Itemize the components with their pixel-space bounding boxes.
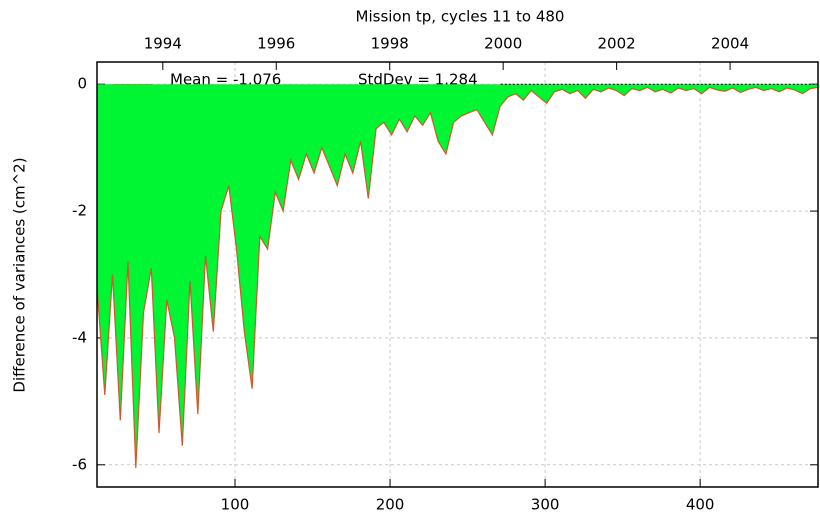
x-tick-label: 100	[221, 496, 250, 514]
y-tick-label: -6	[72, 455, 87, 473]
x2-tick-label: 2004	[711, 35, 749, 53]
line	[96, 86, 819, 469]
x-tick-label: 200	[376, 496, 405, 514]
area	[97, 84, 818, 469]
x2-tick-label: 1996	[257, 35, 295, 53]
x2-tick-label: 2000	[484, 35, 522, 53]
plot-frame	[96, 61, 819, 488]
x2-tick-label: 1998	[371, 35, 409, 53]
y-tick-label: 0	[77, 75, 87, 93]
x2-tick-label: 2002	[598, 35, 636, 53]
y-axis-label: Difference of variances (cm^2)	[11, 157, 29, 392]
annotation: StdDev = 1.284	[358, 71, 478, 89]
x2-tick-label: 1994	[144, 35, 182, 53]
x-tick-label: 300	[531, 496, 560, 514]
x-tick-label: 400	[686, 496, 715, 514]
y-tick-label: -4	[72, 328, 87, 346]
chart-title: Mission tp, cycles 11 to 480	[356, 8, 565, 26]
y-tick-label: -2	[72, 202, 87, 220]
legend-label: Mean = -1.076	[170, 71, 281, 89]
